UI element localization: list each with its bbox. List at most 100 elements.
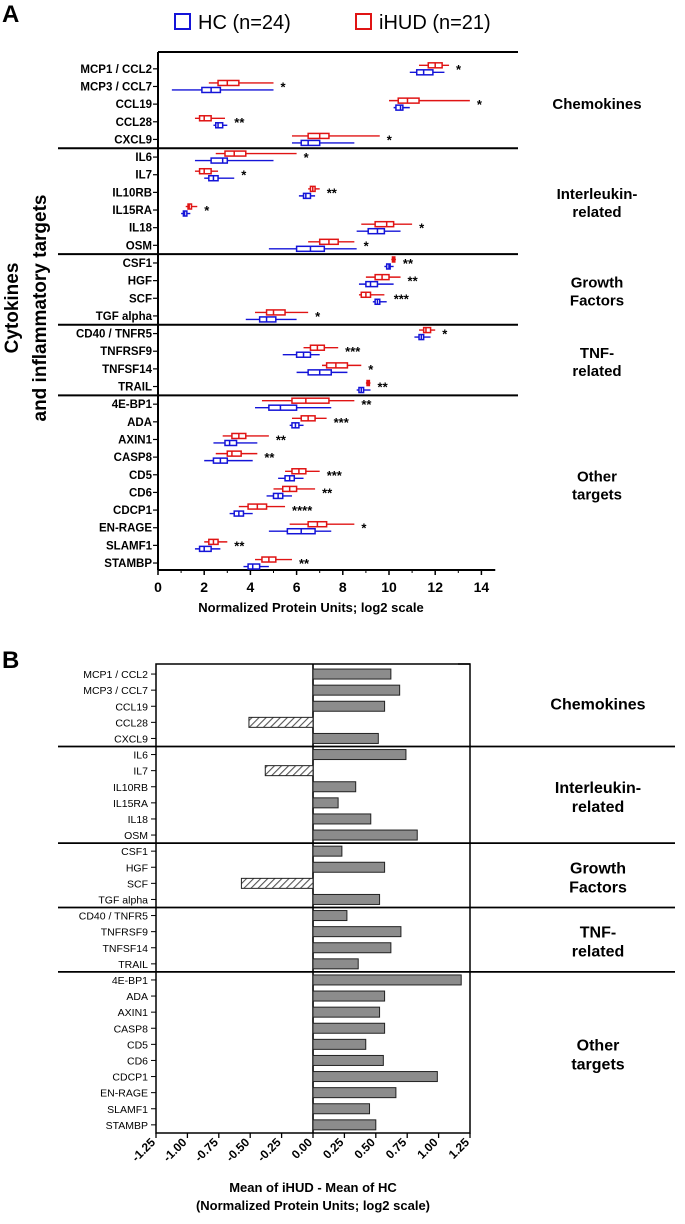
box-ihud-mcp3-ccl7 <box>208 79 274 87</box>
box-iqr <box>395 104 404 111</box>
box-ihud-en-rage <box>289 520 355 528</box>
significance-marker: * <box>241 168 247 183</box>
category-label-il6: IL6 <box>135 152 152 164</box>
bar-il18 <box>312 813 372 825</box>
box-iqr <box>374 220 395 228</box>
bar-scf <box>240 877 314 889</box>
box-hc-il7 <box>204 174 235 182</box>
group-label: TNF- <box>580 925 616 942</box>
bar-tnfrsf9 <box>312 926 402 938</box>
significance-marker: * <box>387 132 393 147</box>
category-label-osm: OSM <box>124 830 148 842</box>
box-hc-il10rb <box>298 192 316 200</box>
bar-cd5 <box>312 1038 367 1050</box>
group-label: Factors <box>569 879 627 896</box>
box-iqr <box>291 397 330 404</box>
category-label-mcp1-ccl2: MCP1 / CCL2 <box>83 669 148 681</box>
x-tick-label: 8 <box>339 579 347 595</box>
category-label-tnfsf14: TNFSF14 <box>102 943 148 955</box>
category-label-osm: OSM <box>126 240 152 252</box>
significance-marker: * <box>456 62 462 77</box>
box-ihud-scf <box>358 291 385 299</box>
box-hc-mcp1-ccl2 <box>409 69 445 76</box>
box-ihud-cd6 <box>273 485 316 493</box>
category-label-4e-bp1: 4E-BP1 <box>112 399 153 411</box>
box-ihud-4e-bp1 <box>261 397 355 404</box>
bar-hgf <box>312 861 386 873</box>
box-iqr <box>217 79 240 87</box>
box-hc-il15ra <box>181 210 191 217</box>
x-tick-label: 2 <box>200 579 208 595</box>
significance-marker: * <box>368 362 374 377</box>
box-hc-cd6 <box>266 492 292 500</box>
x-tick-label: 0.50 <box>352 1135 379 1162</box>
category-label-cd5: CD5 <box>127 1039 148 1051</box>
box-iqr <box>198 545 212 553</box>
box-iqr <box>224 439 238 447</box>
significance-marker: * <box>204 203 210 218</box>
box-ihud-il7 <box>194 167 219 175</box>
significance-marker: ** <box>378 380 389 395</box>
group-label: Interleukin- <box>557 186 638 203</box>
box-hc-cxcl9 <box>291 139 355 147</box>
box-ihud-il10rb <box>308 185 320 193</box>
box-hc-il6 <box>194 157 274 164</box>
box-ihud-cdcp1 <box>238 503 286 510</box>
box-ihud-stambp <box>255 556 292 563</box>
significance-marker: *** <box>345 344 361 359</box>
box-iqr <box>325 362 349 369</box>
box-iqr <box>226 450 242 457</box>
category-label-mcp3-ccl7: MCP3 / CCL7 <box>83 685 148 697</box>
significance-marker: * <box>364 238 370 253</box>
category-label-ada: ADA <box>126 991 148 1003</box>
significance-marker: ** <box>234 538 245 553</box>
bar-en-rage <box>312 1087 397 1099</box>
significance-marker: * <box>361 521 367 536</box>
category-label-scf: SCF <box>127 878 148 890</box>
x-tick-label: -1.00 <box>160 1135 189 1164</box>
box-hc-ccl28 <box>213 122 228 129</box>
category-label-il18: IL18 <box>128 814 149 826</box>
box-hc-csf1 <box>384 263 394 270</box>
legend: HC (n=24) iHUD (n=21) <box>174 12 491 34</box>
significance-marker: * <box>442 327 448 342</box>
category-label-il15ra: IL15RA <box>112 205 152 217</box>
box-iqr <box>247 563 261 570</box>
box-iqr <box>300 139 321 147</box>
significance-marker: ** <box>234 115 245 130</box>
bar-slamf1 <box>312 1103 371 1115</box>
group-label: related <box>572 944 624 961</box>
category-label-tnfrsf9: TNFRSF9 <box>100 346 152 358</box>
box-ihud-ada <box>291 415 327 422</box>
box-hc-il18 <box>356 227 401 235</box>
box-ihud-cd40-tnfr5 <box>419 326 436 334</box>
category-label-il15ra: IL15RA <box>113 798 148 810</box>
box-hc-scf <box>372 298 387 306</box>
box-iqr <box>397 97 420 104</box>
category-label-tnfsf14: TNFSF14 <box>102 364 152 376</box>
box-ihud-hgf <box>365 273 401 281</box>
box-hc-osm <box>268 245 357 253</box>
group-label: Growth <box>571 274 624 291</box>
box-iqr <box>415 69 434 76</box>
category-label-cd6: CD6 <box>129 487 152 499</box>
category-label-axin1: AXIN1 <box>118 434 152 446</box>
box-ihud-tnfsf14 <box>322 362 362 369</box>
bar-il7 <box>264 765 314 777</box>
x-tick-label: 10 <box>381 579 397 595</box>
box-iqr <box>307 132 330 140</box>
box-ihud-tnfrsf9 <box>303 344 339 351</box>
x-tick-label: 6 <box>293 579 301 595</box>
box-ihud-il6 <box>215 150 297 157</box>
box-hc-ada <box>289 422 304 429</box>
box-iqr <box>302 192 312 200</box>
category-label-cdcp1: CDCP1 <box>112 1072 148 1084</box>
category-label-cd40-tnfr5: CD40 / TNFR5 <box>79 911 148 923</box>
box-iqr <box>198 115 212 122</box>
bar-cd40-tnfr5 <box>312 910 348 922</box>
bar-il10rb <box>312 781 357 793</box>
category-label-slamf1: SLAMF1 <box>106 540 153 552</box>
category-label-hgf: HGF <box>126 862 148 874</box>
x-tick-label: -1.25 <box>129 1135 158 1164</box>
